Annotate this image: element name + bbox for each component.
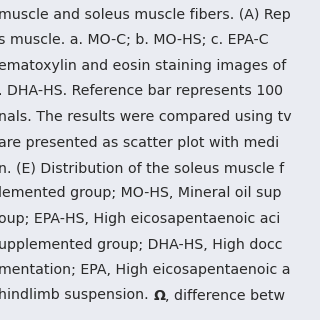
Text: are presented as scatter plot with medi: are presented as scatter plot with medi bbox=[0, 135, 279, 149]
Text: hindlimb suspension.: hindlimb suspension. bbox=[0, 289, 153, 302]
Text: lemented group; MO-HS, Mineral oil sup: lemented group; MO-HS, Mineral oil sup bbox=[0, 187, 282, 201]
Text: n. (E) Distribution of the soleus muscle f: n. (E) Distribution of the soleus muscle… bbox=[0, 161, 284, 175]
Text: . DHA-HS. Reference bar represents 100: . DHA-HS. Reference bar represents 100 bbox=[0, 84, 283, 99]
Text: nals. The results were compared using tv: nals. The results were compared using tv bbox=[0, 110, 292, 124]
Text: Ω: Ω bbox=[153, 289, 165, 302]
Text: upplemented group; DHA-HS, High docc: upplemented group; DHA-HS, High docc bbox=[0, 237, 283, 252]
Text: s muscle. a. MO-C; b. MO-HS; c. EPA-C: s muscle. a. MO-C; b. MO-HS; c. EPA-C bbox=[0, 34, 268, 47]
Text: mentation; EPA, High eicosapentaenoic a: mentation; EPA, High eicosapentaenoic a bbox=[0, 263, 291, 277]
Text: ematoxylin and eosin staining images of: ematoxylin and eosin staining images of bbox=[0, 59, 286, 73]
Text: , difference betw: , difference betw bbox=[165, 289, 285, 302]
Text: oup; EPA-HS, High eicosapentaenoic aci: oup; EPA-HS, High eicosapentaenoic aci bbox=[0, 212, 280, 226]
Text: muscle and soleus muscle fibers. (A) Rep: muscle and soleus muscle fibers. (A) Rep bbox=[0, 8, 291, 22]
